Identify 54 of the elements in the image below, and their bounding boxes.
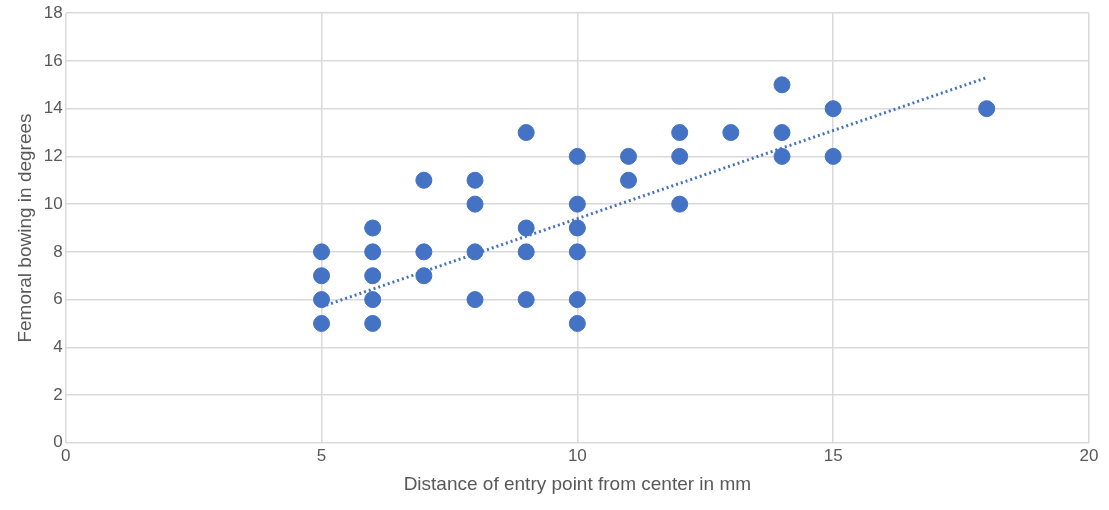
point [364,314,382,332]
point [466,243,484,261]
x-tick-label: 5 [316,445,327,465]
point [517,124,535,142]
point [978,100,996,118]
point [671,124,689,142]
x-tick-label: 20 [1079,445,1099,465]
point [568,243,586,261]
point [313,267,331,285]
point [364,219,382,237]
point [364,243,382,261]
y-tick-label: 2 [53,384,63,404]
point [568,219,586,237]
x-tick-label: 15 [823,445,843,465]
x-tick-label: 10 [567,445,587,465]
point [415,243,433,261]
point [824,147,842,165]
point [773,147,791,165]
point [313,243,331,261]
y-axis-title: Femoral bowing in degrees [13,113,35,343]
point [671,195,689,213]
x-axis-title: Distance of entry point from center in mm [403,472,752,494]
point [671,147,689,165]
point [517,291,535,309]
point [466,195,484,213]
y-tick-label: 4 [53,337,63,357]
point [722,124,740,142]
point [620,147,638,165]
point [620,171,638,189]
y-tick-label: 16 [43,50,63,70]
y-tick-label: 6 [53,289,63,309]
y-tick-label: 18 [43,2,63,22]
point [466,171,484,189]
point [415,171,433,189]
point [313,291,331,309]
point [568,195,586,213]
y-tick-label: 12 [43,146,63,166]
point [517,219,535,237]
point [773,76,791,94]
point [517,243,535,261]
point [568,291,586,309]
point [568,147,586,165]
y-tick-label: 8 [53,241,63,261]
point [313,314,331,332]
point [364,267,382,285]
y-tick-label: 14 [43,98,63,118]
point [466,291,484,309]
point [364,291,382,309]
point [415,267,433,285]
point [773,124,791,142]
point [824,100,842,118]
y-tick-label: 10 [43,193,63,213]
y-tick-label: 0 [53,432,63,452]
point [568,314,586,332]
